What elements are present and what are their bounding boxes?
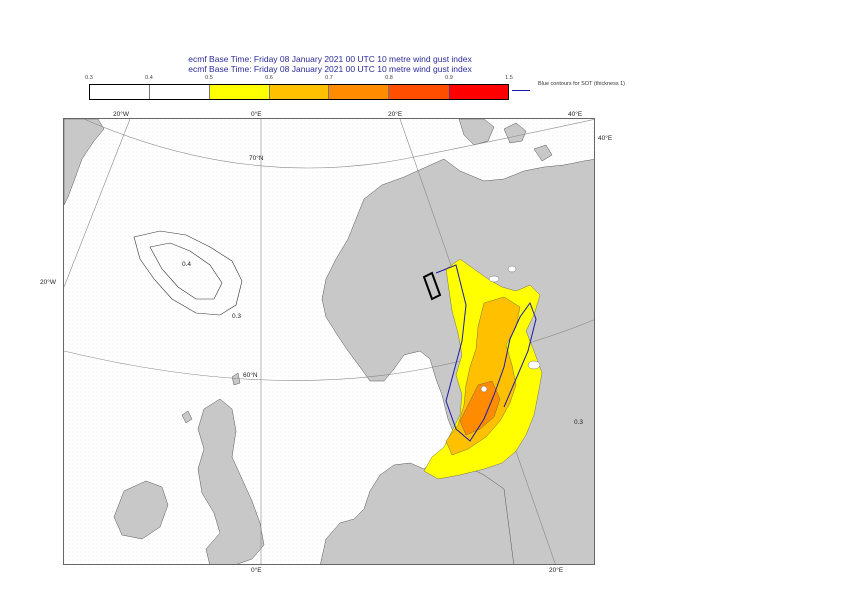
label-top-20e: 20°E [388,111,403,118]
gust-index-dark-orange-area [459,380,501,436]
legend-tick-label: 0.4 [145,75,153,81]
legend-swatch [149,85,210,99]
legend-tick-label: 0.3 [85,75,93,81]
contour-label-iceland-03: 0.3 [232,313,242,320]
label-lat-60n: 60°N [243,372,258,379]
sot-legend-label: Blue contours for SOT (thickness 1) [538,81,626,87]
map-canvas [64,119,594,564]
svalbard-islands [458,119,553,162]
highlight-box [422,271,442,301]
label-lat-70n: 70°N [249,155,264,162]
great-britain-land [197,398,265,564]
continental-europe-land [320,454,514,564]
legend-swatch [269,85,330,99]
color-legend-bar [89,84,509,100]
chart-title-line-2: ecmf Base Time: Friday 08 January 2021 0… [188,64,472,74]
legend-swatch [209,85,270,99]
contour-label-baltic-03: 0.3 [574,419,584,426]
legend-tick-label: 0.8 [385,75,393,81]
legend-tick-label: 0.7 [325,75,333,81]
label-right-40e: 40°E [598,135,613,142]
legend-tick-label: 0.9 [445,75,453,81]
label-bottom-20e: 20°E [549,567,564,574]
label-left-20w: 20°W [40,279,56,286]
legend-tick-label: 0.6 [265,75,273,81]
greenland-land [64,119,105,206]
label-bottom-0e: 0°E [251,567,262,574]
map-panel: 0.4 0.3 0.3 [63,118,595,565]
label-top-20w: 20°W [113,111,129,118]
contour-label-iceland-04: 0.4 [182,261,192,268]
legend-swatch [90,85,150,99]
sot-blue-contour [435,264,537,442]
iceland-contour-outer [133,230,243,316]
legend-tick-label: 0.5 [205,75,213,81]
sot-legend-line [512,90,530,91]
legend-swatch [449,85,509,99]
iceland-contour-inner [149,242,223,300]
legend-swatch [329,85,390,99]
label-top-0e: 0°E [251,111,262,118]
legend-swatch [389,85,450,99]
ireland-land [113,480,169,540]
finland-lakes [480,265,541,393]
label-top-40e: 40°E [568,111,583,118]
legend-tick-label: 1.5 [505,75,513,81]
chart-title-line-1: ecmf Base Time: Friday 08 January 2021 0… [188,54,472,64]
